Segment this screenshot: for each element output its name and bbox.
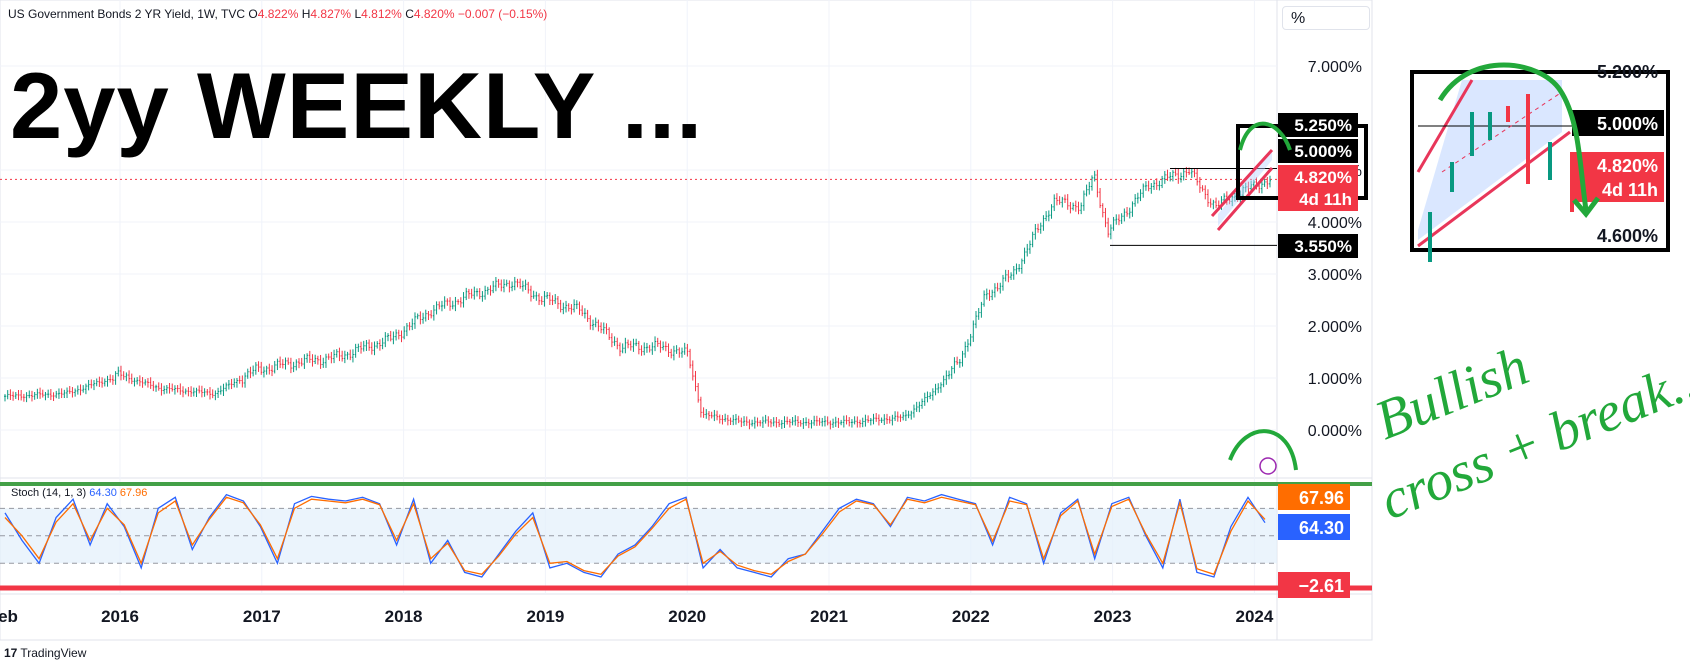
annotation-arrow — [1238, 121, 1292, 151]
stoch-k-value: 64.30 — [89, 487, 117, 499]
low-label: L — [354, 7, 362, 21]
price-label: 5.250% — [1294, 116, 1352, 135]
close-value: 4.820% — [413, 7, 455, 21]
chart-headline: 2yy WEEKLY ... — [10, 53, 704, 158]
channel-upper — [1210, 148, 1274, 218]
close-label: C — [405, 7, 414, 21]
symbol-legend: US Government Bonds 2 YR Yield, 1W, TVC … — [8, 7, 547, 21]
alert-icon — [1259, 457, 1277, 475]
price-label: 4.820% — [1294, 168, 1352, 187]
time-tick-label: 2024 — [1235, 607, 1273, 626]
stoch-d-value: 67.96 — [119, 487, 148, 499]
inset-mid-line — [1441, 91, 1563, 173]
time-tick-label: 2019 — [526, 607, 564, 626]
price-label: 3.550% — [1294, 237, 1352, 256]
inset-label: 5.200% — [1597, 62, 1658, 82]
stoch-legend: Stoch (14, 1, 3) 64.30 67.96 — [11, 487, 147, 499]
price-tick-label: 1.000% — [1308, 371, 1362, 388]
annotation-arrow — [1437, 62, 1589, 211]
time-tick-label: 2021 — [810, 607, 848, 626]
main-pane-border — [0, 0, 1373, 641]
stoch-axis-label: 64.30 — [1299, 518, 1344, 538]
time-tick-label: 2022 — [952, 607, 990, 626]
change-value: −0.007 (−0.15%) — [457, 7, 548, 21]
inset-label: 4.600% — [1597, 226, 1658, 246]
inset-label-bg — [1572, 110, 1664, 136]
price-tick-label: 3.000% — [1308, 267, 1362, 284]
time-tick-label: eb — [0, 607, 18, 626]
time-tick-label: 2020 — [668, 607, 706, 626]
stoch-axis-label-bg — [1278, 484, 1350, 510]
stoch-title: Stoch (14, 1, 3) — [11, 487, 87, 499]
price-label: 5.000% — [1294, 142, 1352, 161]
symbol-title: US Government Bonds 2 YR Yield, 1W, TVC — [8, 7, 245, 21]
price-label-bg — [1278, 187, 1358, 211]
candles — [4, 124, 1368, 430]
stoch-axis-label-bg — [1278, 572, 1350, 598]
inset-label: 4.820% — [1597, 156, 1658, 176]
annotation-arrowhead — [1572, 196, 1600, 218]
price-tick-label: 0.000% — [1308, 423, 1362, 440]
open-value: 4.822% — [257, 7, 299, 21]
price-tick-label: 4.000% — [1308, 215, 1362, 232]
price-label-bg — [1278, 113, 1358, 137]
stoch-axis-label-bg — [1278, 514, 1350, 540]
inset-label-bg — [1572, 152, 1664, 178]
high-label: H — [301, 7, 311, 21]
price-label: 4d 11h — [1299, 190, 1352, 209]
time-tick-label: 2023 — [1094, 607, 1132, 626]
price-label-bg — [1278, 139, 1358, 163]
inset-label: 5.000% — [1597, 114, 1658, 134]
stoch-axis-label: −2.61 — [1298, 576, 1344, 596]
time-tick-label: 2018 — [385, 607, 423, 626]
low-value: 4.812% — [361, 7, 402, 21]
channel-fill — [1218, 150, 1272, 226]
tv-brand-text: TradingView — [20, 646, 87, 660]
zoom-inset: 5.200% 5.000% 4.820% 4d 11h 4.600% — [1410, 62, 1670, 262]
grid — [0, 0, 1277, 594]
inset-label-bg — [1572, 176, 1664, 202]
inset-label: 4d 11h — [1602, 180, 1658, 200]
price-tick-label: 7.000% — [1308, 59, 1362, 76]
tradingview-logo[interactable]: 17 TradingView — [4, 646, 86, 660]
stoch-line-d — [4, 496, 1266, 576]
time-tick-label: 2017 — [243, 607, 281, 626]
time-axis-ticks: eb 2016 2017 2018 2019 2020 2021 2022 2023 2024 — [0, 607, 1274, 626]
price-labels: 5.250% 5.000% 4.820% 4d 11h 3.550% 67.96 64.30… — [1278, 113, 1358, 598]
time-tick-label: 2016 — [101, 607, 139, 626]
open-label: O — [248, 7, 258, 21]
stochastic-pane — [0, 457, 1372, 591]
inset-channel-lower — [1417, 130, 1571, 248]
price-label-bg — [1278, 165, 1358, 189]
high-value: 4.827% — [310, 7, 352, 21]
price-unit-button[interactable]: % — [1282, 6, 1370, 30]
price-tick-label: 2.000% — [1308, 319, 1362, 336]
tv-logo-icon: 17 — [4, 646, 18, 660]
stoch-axis-label: 67.96 — [1299, 488, 1344, 508]
annotation-arrow — [1228, 429, 1298, 471]
price-label-bg — [1278, 234, 1358, 258]
